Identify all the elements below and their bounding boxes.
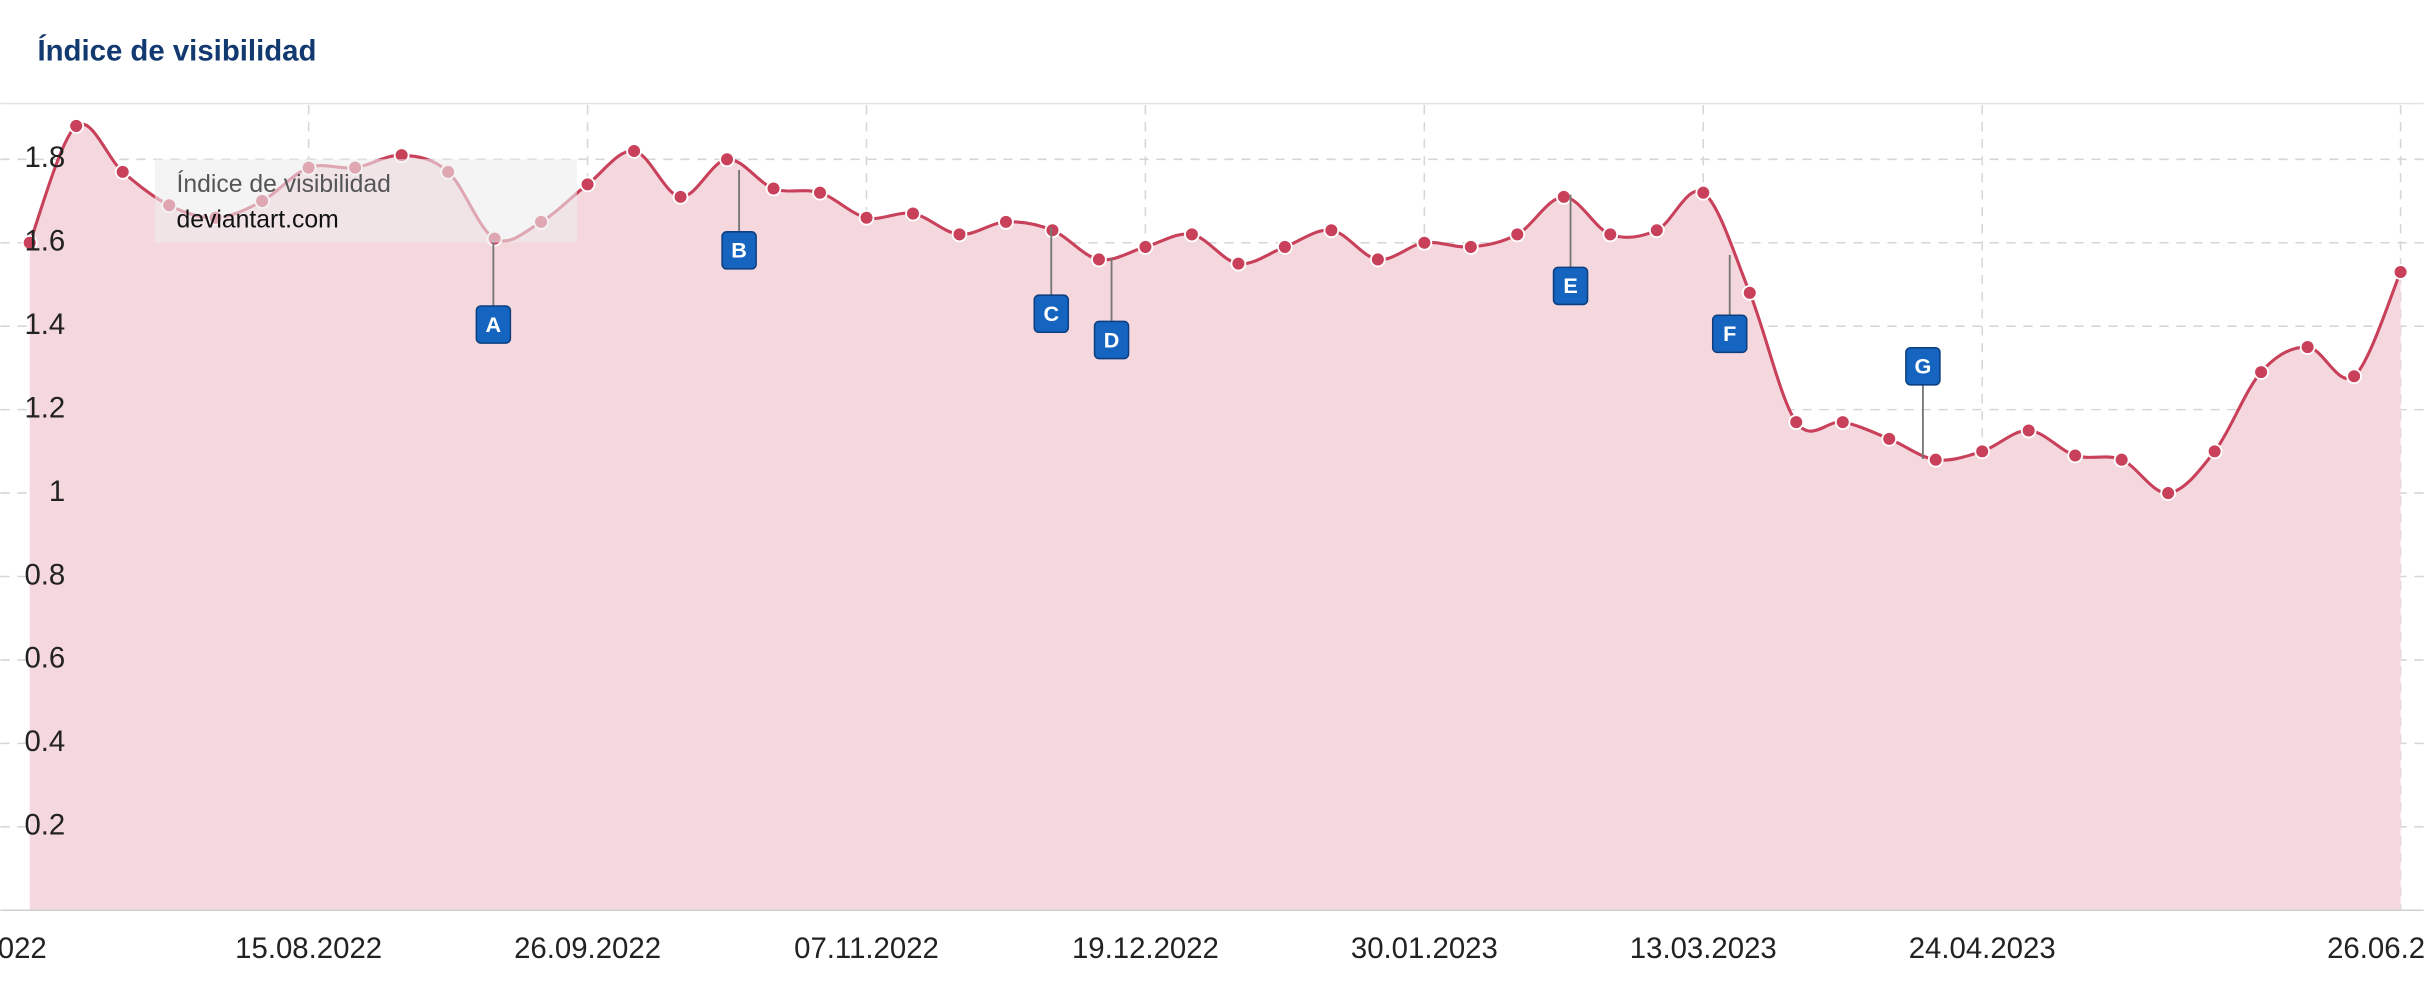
x-tick-label: 07.11.2022 — [794, 932, 939, 965]
point — [579, 176, 596, 193]
point — [1648, 222, 1665, 239]
y-tick-label: 1.4 — [24, 308, 65, 341]
x-tick-label: 19.12.2022 — [1072, 932, 1219, 965]
y-tick-label: 0.8 — [24, 558, 65, 591]
annotation-label: F — [1723, 321, 1736, 346]
annotation-label: D — [1104, 327, 1120, 352]
point — [1416, 234, 1433, 251]
annotation-marker — [1552, 266, 1589, 306]
point — [2160, 485, 2177, 501]
point — [21, 234, 38, 251]
annotation-marker — [1093, 320, 1130, 360]
point — [719, 151, 735, 168]
point — [765, 180, 782, 197]
point — [1834, 414, 1851, 431]
x-tick-label: 13.03.2023 — [1630, 932, 1777, 965]
annotation-marker — [1033, 294, 1070, 334]
point — [1323, 222, 1340, 239]
point — [1788, 414, 1805, 431]
annotation-marker — [721, 231, 757, 270]
point — [1695, 184, 1712, 201]
annotation-label: G — [1914, 354, 1931, 379]
point — [1184, 226, 1200, 243]
card-title: Índice de visibilidad — [37, 33, 316, 67]
x-tick-label: 022 — [0, 932, 47, 965]
point — [1462, 239, 1479, 255]
point — [626, 143, 642, 159]
tooltip — [154, 159, 577, 243]
area — [29, 123, 2401, 911]
y-tick-label: 0.4 — [24, 725, 65, 758]
annotation-label: A — [486, 312, 502, 337]
x-tick-label: 24.04.2023 — [1909, 932, 2056, 965]
annotation-label: B — [731, 238, 747, 263]
annotation-marker — [475, 305, 512, 344]
tooltip-site: deviantart.com — [177, 207, 339, 234]
y-tick-label: 1.2 — [24, 391, 65, 424]
tooltip-series: Índice de visibilidad — [177, 171, 391, 198]
plot: 022 15.08.2022 26.09.2022 07.11.2022 19.12.2… — [0, 105, 2424, 965]
point — [1974, 443, 1991, 460]
point — [1091, 251, 1107, 268]
point — [2067, 447, 2084, 464]
x-tick-label: 15.08.2022 — [235, 932, 382, 965]
point — [2020, 422, 2037, 439]
point — [1602, 226, 1619, 243]
point — [2206, 443, 2223, 460]
point — [1137, 239, 1154, 255]
y-tick-label: 1.6 — [24, 225, 65, 258]
point — [68, 118, 85, 134]
annotation-label: E — [1563, 273, 1577, 298]
x-tick-label: 30.01.2023 — [1351, 932, 1498, 965]
y-tick-label: 1.8 — [24, 141, 65, 174]
point — [998, 214, 1014, 230]
x-tick-label: 26.06.2023 — [2327, 932, 2424, 965]
point — [1927, 451, 1944, 468]
point — [2346, 368, 2362, 385]
point — [1555, 188, 1572, 205]
point — [2299, 339, 2316, 355]
annotation-marker — [1905, 346, 1941, 386]
point — [1509, 226, 1526, 243]
point — [905, 205, 921, 222]
point — [2392, 264, 2409, 280]
point — [114, 163, 131, 180]
point — [858, 209, 875, 226]
point — [672, 188, 689, 205]
point — [1230, 255, 1247, 272]
y-tick-label: 1 — [49, 475, 65, 508]
annotation-label: C — [1043, 301, 1059, 326]
point — [812, 184, 828, 201]
y-tick-label: 0.2 — [24, 809, 65, 842]
x-tick-label: 26.09.2022 — [514, 932, 661, 965]
y-tick-label: 0.6 — [24, 642, 65, 675]
point — [951, 226, 968, 243]
point — [2253, 364, 2269, 380]
point — [1277, 239, 1293, 255]
point — [1369, 251, 1386, 268]
point — [1044, 222, 1061, 239]
annotation-marker — [1711, 314, 1748, 354]
point — [1881, 430, 1898, 447]
point — [1741, 284, 1758, 301]
point — [2113, 451, 2130, 468]
